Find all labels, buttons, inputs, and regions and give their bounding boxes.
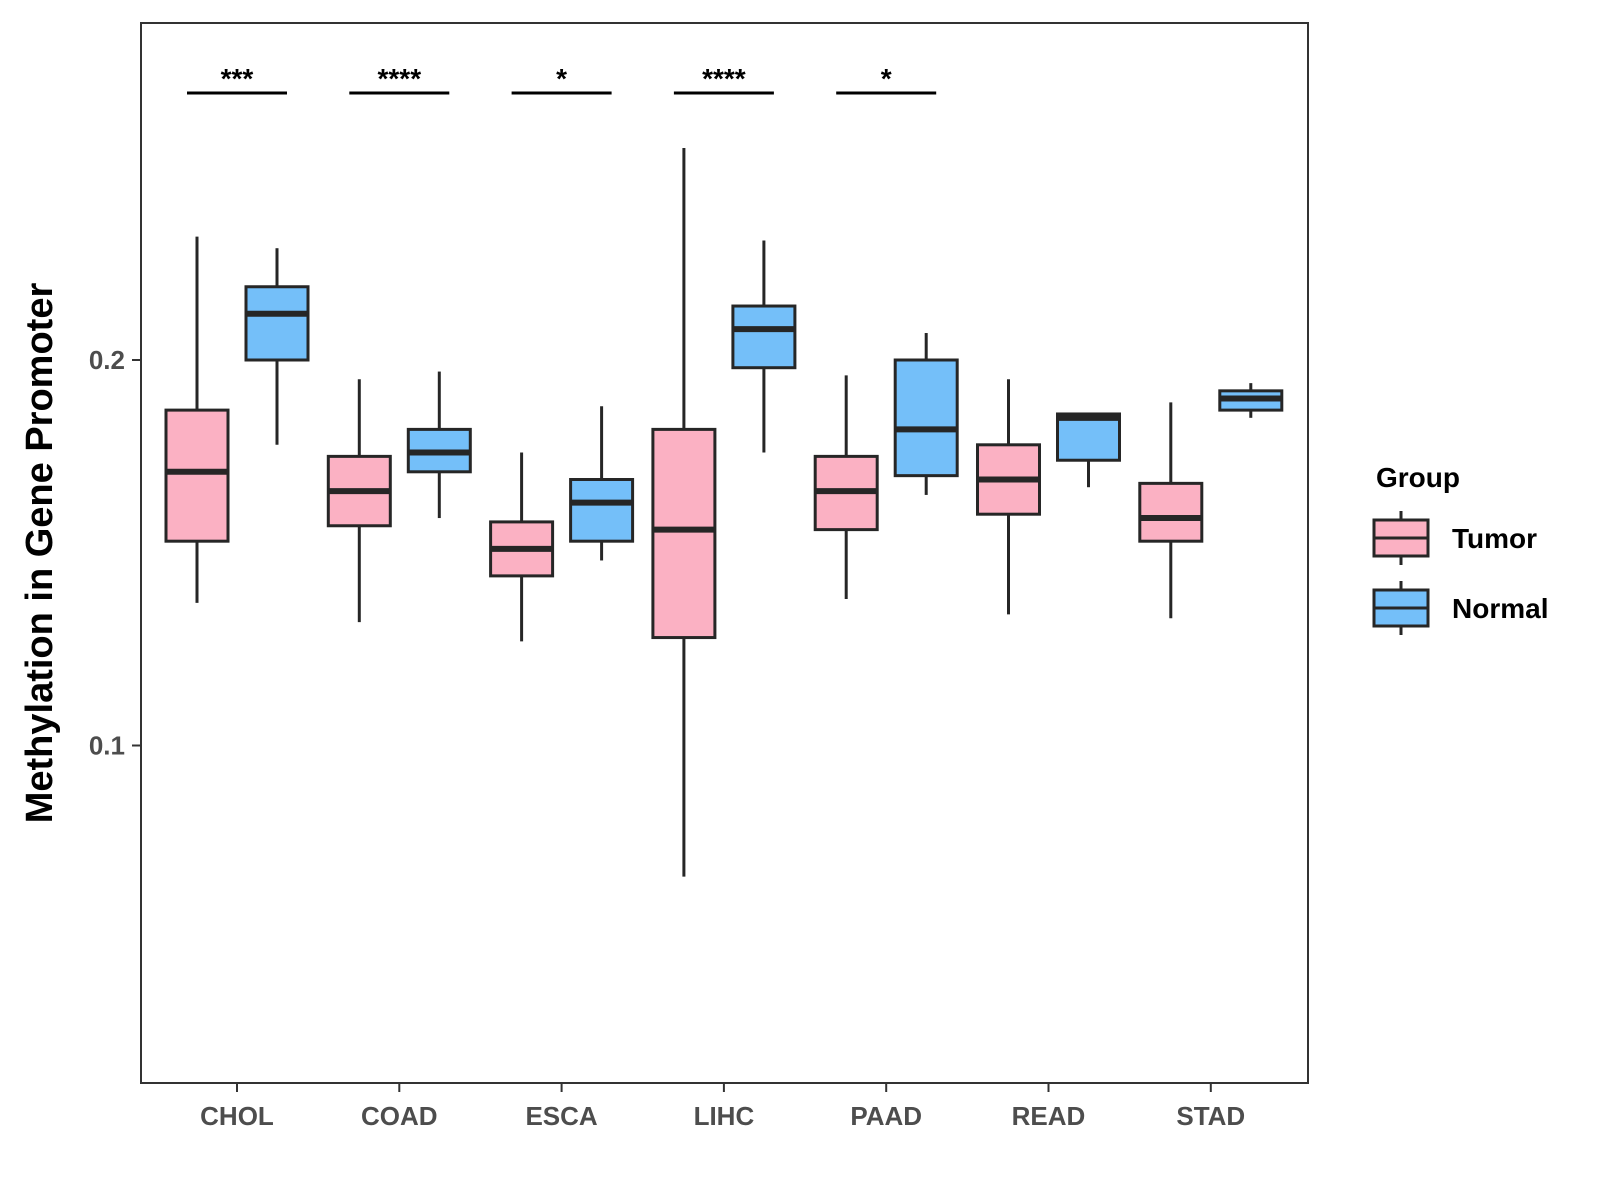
box-tumor-esca [489,452,555,642]
iqr-box [164,408,230,543]
significance-label: * [881,63,892,94]
x-tick-label: STAD [1176,1101,1245,1131]
significance-label: * [556,63,567,94]
iqr-box [244,285,310,362]
legend-item-normal: Normal [1372,581,1548,635]
significance-layer: *** **** * **** * [187,63,937,95]
box-normal-read [1056,412,1121,488]
x-tick-label: COAD [361,1101,438,1131]
box-normal-lihc [731,240,797,453]
iqr-box [731,304,797,370]
legend-title: Group [1376,462,1460,493]
box-tumor-coad [326,379,392,623]
legend: Group Tumor Normal [1372,462,1548,635]
iqr-box [569,478,635,543]
box-normal-chol [244,248,310,445]
legend-label: Tumor [1452,523,1537,554]
box-normal-stad [1218,383,1284,418]
y-axis: 0.10.20.3 [89,345,141,761]
box-tumor-paad [813,375,879,600]
x-tick-label: PAAD [850,1101,922,1131]
y-axis-title: Methylation in Gene Promoter [19,283,61,824]
box-tumor-read [976,379,1041,615]
significance-label: **** [378,63,422,94]
box-tumor-chol [164,236,230,603]
iqr-box [651,427,717,640]
x-tick-label: LIHC [694,1101,755,1131]
box-normal-esca [569,406,635,561]
box-normal-paad [893,333,959,495]
significance-label: **** [702,63,746,94]
legend-item-tumor: Tumor [1372,511,1537,565]
x-tick-label: CHOL [200,1101,274,1131]
y-tick-label: 0.2 [89,345,125,375]
box-tumor-lihc [651,147,717,877]
x-tick-label: READ [1012,1101,1086,1131]
iqr-box [1056,412,1121,462]
iqr-box [1138,481,1204,543]
x-axis: CHOL COAD ESCA LIHC PAAD READ STAD [200,1083,1245,1131]
box-normal-coad [406,371,472,519]
x-tick-label: ESCA [525,1101,597,1131]
legend-label: Normal [1452,593,1548,624]
y-tick-label: 0.1 [89,731,125,761]
box-tumor-stad [1138,402,1204,619]
boxes-layer [164,147,1284,877]
iqr-box [893,358,959,478]
significance-label: *** [221,63,254,94]
